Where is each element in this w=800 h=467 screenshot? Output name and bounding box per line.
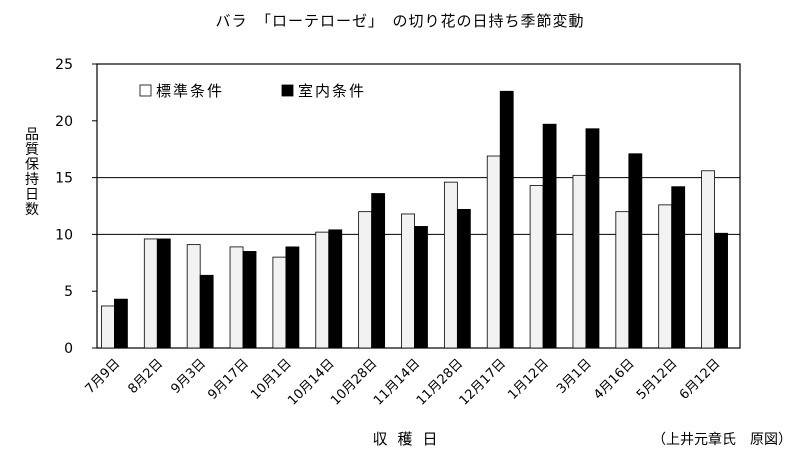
bar-standard [572,174,587,349]
bar-standard [486,155,501,349]
x-tick-label: 1月12日 [505,356,552,403]
x-tick-label: 4月16日 [591,356,638,403]
bar-indoor [671,186,686,349]
bar-standard [358,211,373,349]
bar-standard [401,213,415,349]
bar-standard [186,244,201,349]
legend-label: 室内条件 [298,82,366,100]
bar-standard [443,181,458,349]
legend-swatch [139,84,152,97]
y-tick-label: 15 [55,171,73,187]
bar-indoor [499,90,514,349]
bar-indoor [714,232,728,349]
y-tick-label: 25 [55,57,73,73]
bar-indoor [585,128,600,349]
y-tick-label: 20 [55,114,73,130]
bar-indoor [328,229,343,349]
bar-indoor [242,251,257,349]
bar-indoor [199,274,214,349]
x-tick-label: 6月12日 [677,356,724,403]
x-tick-label: 8月2日 [125,356,166,397]
bar-standard [658,204,673,349]
y-tick-label: 5 [64,284,73,300]
source-credit: （上井元章氏 原図） [652,432,792,448]
y-tick-label: 10 [55,227,73,243]
bar-standard [101,305,115,349]
bar-indoor [156,238,171,349]
bar-indoor [285,246,300,349]
bar-indoor [114,298,128,349]
x-tick-label: 9月17日 [205,356,252,403]
bar-standard [315,231,330,349]
bar-standard [529,185,544,349]
bar-indoor [542,123,557,349]
bar-indoor [628,153,643,349]
legend-swatch [281,84,294,97]
x-tick-label: 12月17日 [457,356,509,408]
bar-indoor [414,226,428,349]
bar-standard [701,170,715,349]
y-tick-label: 0 [64,341,73,357]
chart-title: バラ 「ローテローゼ」 の切り花の日持ち季節変動 [215,12,585,30]
bar-standard [615,211,630,349]
legend-label: 標準条件 [156,82,224,100]
bar-standard [272,256,287,349]
x-tick-label: 5月12日 [634,356,681,403]
bar-indoor [456,209,471,349]
x-tick-label: 7月9日 [83,356,124,397]
bar-standard [229,246,244,349]
y-axis-label: 品質保持日数 [25,127,39,218]
bar-standard [143,238,158,349]
x-tick-label: 9月3日 [168,356,209,397]
x-tick-label: 3月1日 [554,356,595,397]
bar-indoor [371,193,386,349]
x-axis-label: 収穫日 [372,430,448,448]
